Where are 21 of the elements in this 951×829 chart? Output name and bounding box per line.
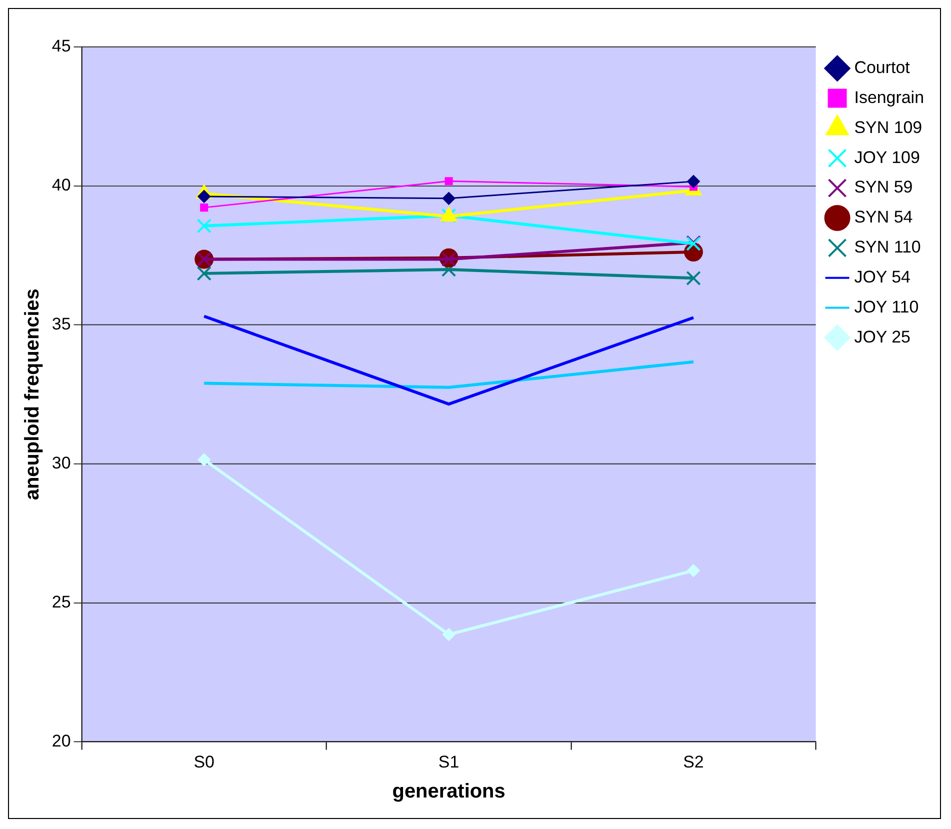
legend-label: JOY 54 (854, 268, 910, 287)
x-tick-label: S1 (438, 752, 460, 772)
legend-label: SYN 54 (854, 208, 913, 227)
x-tick-label: S0 (194, 752, 214, 772)
legend-label: JOY 110 (854, 297, 919, 316)
y-tick-label: 25 (52, 592, 71, 612)
y-tick-label: 40 (52, 176, 71, 195)
x-tick-label: S2 (683, 752, 704, 772)
legend-label: SYN 59 (854, 178, 913, 197)
legend-label: JOY 25 (854, 327, 910, 346)
legend-label: Isengrain (854, 88, 924, 107)
legend-label: Courtot (854, 58, 910, 78)
y-tick-label: 35 (52, 314, 71, 334)
y-tick-label: 45 (52, 36, 71, 56)
legend-label: JOY 109 (854, 148, 920, 167)
legend-label: SYN 110 (854, 238, 921, 257)
x-axis-title: generations (392, 780, 506, 803)
legend-label: SYN 109 (854, 118, 922, 137)
y-tick-label: 20 (52, 731, 71, 750)
y-axis-title: aneuploid frequencies (21, 288, 44, 500)
y-tick-label: 30 (52, 454, 71, 473)
